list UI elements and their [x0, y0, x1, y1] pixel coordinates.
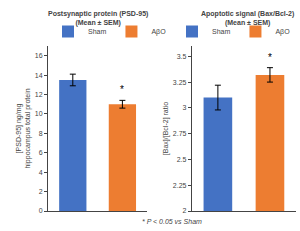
- svg-text:Apoptotic signal (Bax/Bcl-2)(M: Apoptotic signal (Bax/Bcl-2)(Mean ± SEM): [201, 10, 294, 27]
- svg-text:2.75: 2.75: [173, 130, 187, 137]
- svg-text:16: 16: [35, 52, 43, 59]
- svg-text:2.25: 2.25: [173, 182, 187, 189]
- svg-text:AβO: AβO: [151, 28, 166, 36]
- svg-text:2.5: 2.5: [177, 156, 187, 163]
- svg-text:*: *: [268, 52, 272, 63]
- svg-text:8: 8: [39, 130, 43, 137]
- svg-text:* P < 0.05 vs Sham: * P < 0.05 vs Sham: [142, 218, 202, 225]
- svg-text:Postsynaptic protein (PSD-95)(: Postsynaptic protein (PSD-95)(Mean ± SEM…: [48, 10, 148, 27]
- svg-text:2: 2: [39, 188, 43, 195]
- svg-text:14: 14: [35, 72, 43, 79]
- svg-text:[PSD-95] ng/mghippocampus tota: [PSD-95] ng/mghippocampus total protein: [15, 88, 32, 168]
- svg-text:[Bax]/[Bcl-2] ratio: [Bax]/[Bcl-2] ratio: [162, 102, 170, 155]
- svg-text:AβO: AβO: [275, 28, 290, 36]
- svg-text:*: *: [120, 84, 124, 95]
- svg-text:10: 10: [35, 110, 43, 117]
- svg-text:3: 3: [183, 104, 187, 111]
- svg-text:Sham: Sham: [212, 28, 230, 35]
- svg-text:4: 4: [39, 169, 43, 176]
- svg-text:12: 12: [35, 91, 43, 98]
- svg-text:3.25: 3.25: [173, 79, 187, 86]
- svg-text:Sham: Sham: [88, 28, 106, 35]
- svg-text:3.5: 3.5: [177, 53, 187, 60]
- svg-text:2: 2: [183, 207, 187, 214]
- svg-text:6: 6: [39, 149, 43, 156]
- svg-text:0: 0: [39, 207, 43, 214]
